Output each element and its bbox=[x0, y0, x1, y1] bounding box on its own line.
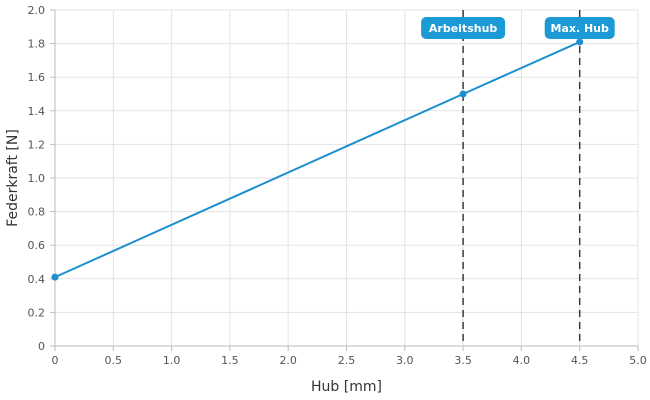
marker-tag: Arbeitshub bbox=[421, 17, 506, 39]
marker-labels: Arbeitshub Max. Hub bbox=[421, 17, 615, 39]
data-point bbox=[459, 90, 467, 98]
x-tick-label: 4.0 bbox=[513, 354, 531, 367]
x-tick-label: 5.0 bbox=[629, 354, 647, 367]
y-tick-label: 2.0 bbox=[28, 4, 46, 17]
y-axis-title: Federkraft [N] bbox=[5, 129, 21, 227]
x-tick-label: 1.0 bbox=[163, 354, 181, 367]
y-tick-label: 0.4 bbox=[28, 273, 46, 286]
marker-label: Max. Hub bbox=[551, 22, 610, 35]
series bbox=[51, 38, 584, 281]
y-tick-label: 0.2 bbox=[28, 306, 46, 319]
vertical-markers bbox=[462, 10, 581, 346]
data-point bbox=[576, 38, 584, 46]
marker-label: Arbeitshub bbox=[429, 22, 498, 35]
marker-label-box bbox=[544, 17, 615, 39]
y-tick-label: 0.6 bbox=[28, 239, 46, 252]
y-tick-label: 1.6 bbox=[28, 71, 46, 84]
x-axis-title: Hub [mm] bbox=[311, 379, 382, 395]
marker-label-box bbox=[421, 17, 506, 39]
marker-tag: Max. Hub bbox=[544, 17, 615, 39]
y-tick-label: 0.8 bbox=[28, 206, 46, 219]
y-tick-label: 0 bbox=[38, 340, 45, 353]
x-tick-label: 4.5 bbox=[571, 354, 589, 367]
x-tick-label: 3.5 bbox=[454, 354, 472, 367]
x-tick-label: 0 bbox=[52, 354, 59, 367]
y-tick-label: 1.8 bbox=[28, 38, 46, 51]
axes: 0 0.5 1.0 1.5 2.0 2.5 3.0 3.5 4.0 4.5 5.0 0 0.2 0.4 0.… bbox=[28, 4, 647, 367]
data-point bbox=[51, 273, 59, 281]
x-tick-label: 2.5 bbox=[338, 354, 356, 367]
x-tick-label: 3.0 bbox=[396, 354, 414, 367]
y-tick-label: 1.0 bbox=[28, 172, 46, 185]
x-tick-label: 2.0 bbox=[279, 354, 297, 367]
x-tick-label: 1.5 bbox=[221, 354, 239, 367]
x-tick-label: 0.5 bbox=[105, 354, 123, 367]
y-tick-label: 1.4 bbox=[28, 105, 46, 118]
y-tick-label: 1.2 bbox=[28, 138, 46, 151]
grid bbox=[54, 9, 639, 347]
